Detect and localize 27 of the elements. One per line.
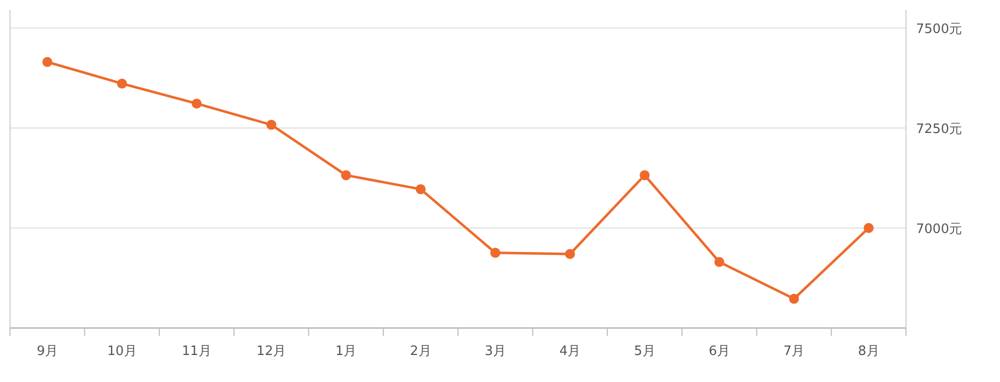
x-tick-label: 12月 (256, 344, 286, 359)
x-tick-label: 8月 (858, 344, 880, 359)
x-tick-label: 11月 (182, 344, 212, 359)
x-tick-label: 6月 (708, 344, 730, 359)
x-tick-label: 2月 (410, 344, 432, 359)
point (117, 78, 127, 89)
x-tick-label: 1月 (335, 344, 357, 359)
point (565, 249, 575, 259)
x-tick-label: 10月 (107, 344, 137, 359)
x-tick-label: 9月 (36, 344, 58, 359)
point (490, 248, 500, 258)
point (640, 170, 650, 180)
point (789, 294, 799, 304)
x-tick-label: 3月 (484, 344, 506, 359)
point (864, 223, 874, 233)
point (714, 257, 724, 267)
point (266, 120, 276, 130)
point (42, 57, 52, 67)
y-tick-label: 7500元 (916, 22, 962, 37)
point (341, 170, 351, 180)
point (192, 98, 202, 109)
point (416, 184, 426, 194)
x-tick-label: 7月 (783, 344, 805, 359)
y-tick-label: 7250元 (916, 122, 962, 137)
y-tick-label: 7000元 (916, 222, 962, 237)
x-tick-label: 5月 (634, 344, 656, 359)
x-tick-label: 4月 (559, 344, 581, 359)
